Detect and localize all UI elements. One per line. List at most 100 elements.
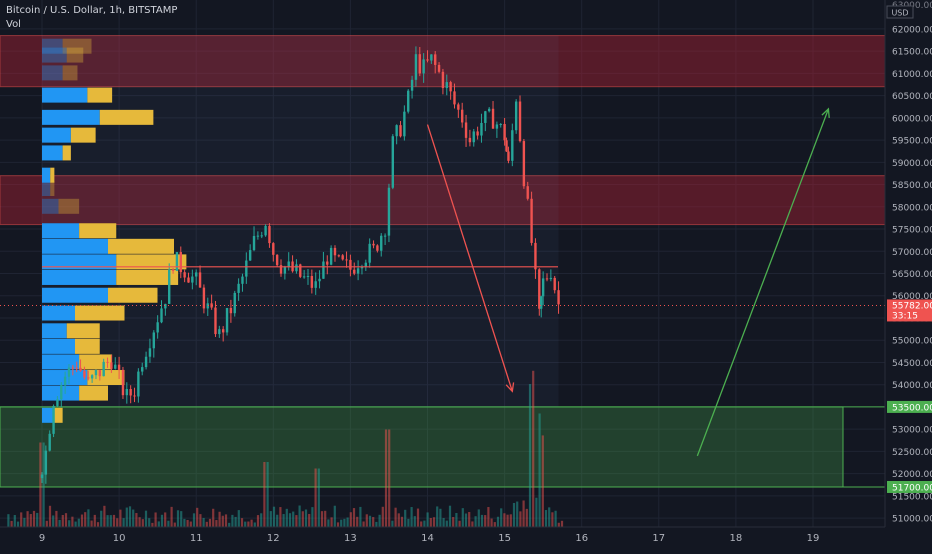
volume-bar: [557, 522, 560, 527]
volume-bar: [192, 513, 196, 527]
volume-bar: [397, 513, 400, 527]
volume-bar: [410, 507, 413, 527]
volume-bar: [471, 521, 474, 527]
candle-body: [541, 278, 545, 297]
volume-bar: [112, 514, 116, 527]
candle-body: [511, 130, 514, 161]
volume-bar: [186, 519, 189, 527]
candle-body: [495, 124, 499, 129]
vp-down-bar: [62, 38, 92, 54]
candle-body: [164, 303, 167, 309]
candle-body: [210, 303, 213, 308]
volume-bar: [429, 518, 432, 527]
time-axis: 9 10 11 12 13 14 15 16 17 18 19: [0, 526, 932, 550]
candle-body: [414, 54, 418, 80]
support-zone: [0, 406, 844, 488]
volume-bar: [560, 520, 564, 527]
volume-bar: [500, 508, 503, 527]
volume-bar: [468, 512, 471, 527]
y-tick-label: 55000.00: [892, 337, 932, 347]
volume-bar: [381, 506, 384, 527]
vp-down-bar: [66, 47, 84, 63]
volume-bar: [29, 514, 32, 527]
volume-bar: [119, 509, 122, 527]
candle-body: [372, 243, 375, 246]
candle-body: [518, 101, 522, 142]
chart-title: Bitcoin / U.S. Dollar, 1h, BITSTAMP: [6, 5, 178, 16]
vp-up-bar: [42, 47, 67, 63]
volume-bar: [522, 500, 525, 527]
x-tick-label: 9: [39, 533, 45, 544]
volume-bar: [391, 520, 394, 527]
x-tick-label: 14: [421, 533, 434, 544]
support-price-label: 51700.00: [892, 483, 932, 493]
volume-bar: [96, 522, 100, 527]
candle-body: [110, 362, 113, 369]
volume-bar: [384, 429, 388, 527]
volume-bar: [487, 507, 490, 527]
vp-up-bar: [42, 145, 63, 161]
volume-bar: [26, 511, 29, 527]
volume-bar: [132, 509, 135, 527]
candle-body: [314, 281, 317, 288]
volume-bar: [256, 515, 260, 527]
volume-bar: [128, 506, 132, 527]
vp-down-bar: [62, 145, 71, 161]
volume-bar: [452, 516, 455, 527]
candle-body: [476, 131, 479, 136]
candle-body: [71, 367, 75, 369]
candle-body: [441, 71, 445, 89]
candle-body: [540, 296, 543, 309]
candle-body: [206, 303, 209, 309]
candle-body: [318, 278, 321, 282]
candle-body: [534, 242, 537, 270]
y-tick-label: 60500.00: [892, 92, 932, 102]
candle-body: [353, 269, 356, 274]
candle-body: [505, 140, 508, 152]
volume-bar: [490, 518, 493, 527]
volume-bar: [301, 511, 304, 527]
vp-up-bar: [42, 181, 51, 197]
volume-bar: [269, 511, 272, 527]
vp-up-bar: [42, 223, 80, 239]
candle-body: [106, 361, 109, 363]
candle-body: [202, 287, 206, 309]
volume-bar: [365, 514, 368, 527]
candle-body: [168, 269, 171, 304]
candle-body: [306, 275, 310, 277]
candle-body: [326, 261, 329, 265]
candle-body: [40, 474, 44, 479]
volume-bar: [154, 512, 157, 527]
volume-bar: [138, 517, 141, 527]
volume-bar: [285, 508, 288, 527]
candle-body: [63, 376, 67, 386]
candle-body: [279, 265, 283, 274]
candle-body: [522, 141, 526, 187]
volume-bar: [64, 513, 68, 527]
volume-bar: [308, 513, 311, 527]
volume-bar: [432, 517, 436, 527]
volume-bar: [551, 512, 554, 527]
volume-bar: [58, 519, 61, 527]
current-price-badge: [887, 299, 932, 322]
candle-body: [187, 277, 190, 283]
candle-body: [360, 266, 364, 269]
candle-body: [437, 64, 441, 72]
candle-body: [322, 261, 325, 279]
exchange: BITSTAMP: [128, 5, 178, 16]
volume-bar: [157, 521, 160, 527]
candle-body: [171, 269, 175, 271]
vp-down-bar: [108, 287, 158, 303]
candle-body: [399, 125, 402, 137]
candle-body: [337, 255, 341, 257]
candle-body: [549, 277, 553, 280]
candle-body: [426, 59, 429, 61]
volume-bar: [199, 514, 202, 527]
volume-bar: [324, 510, 327, 527]
y-tick-label: 61500.00: [892, 48, 932, 58]
candle-body: [364, 262, 368, 267]
volume-bar: [554, 510, 557, 527]
vp-up-bar: [42, 87, 88, 103]
